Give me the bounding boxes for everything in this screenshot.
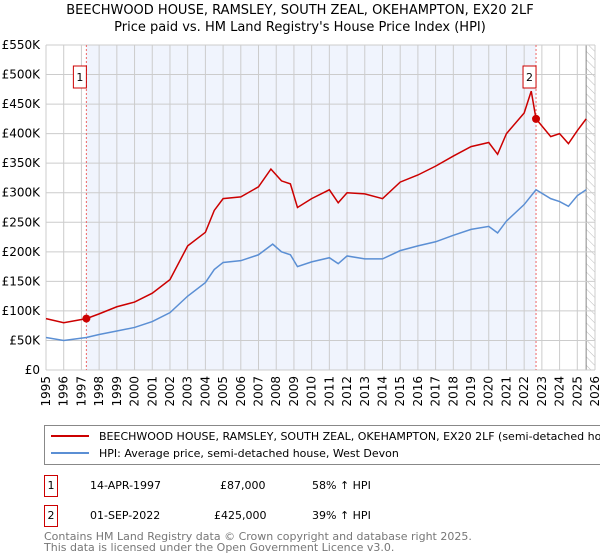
x-tick-label: 2002: [163, 376, 177, 407]
legend-item-property: BEECHWOOD HOUSE, RAMSLEY, SOUTH ZEAL, OK…: [51, 428, 600, 444]
price-chart: £0 £50K £100K £150K £200K £250K £300K £350K £400…: [2, 38, 600, 407]
x-tick-label: 2008: [269, 376, 283, 407]
x-tick-label: 1998: [92, 376, 106, 407]
x-tick-label: 2023: [535, 376, 549, 407]
x-tick-label: 2011: [322, 376, 336, 407]
legend-item-hpi: HPI: Average price, semi-detached house,…: [51, 445, 399, 461]
x-tick-label: 2024: [553, 376, 567, 407]
x-tick-label: 2025: [570, 376, 584, 407]
hpi-line: [45, 188, 587, 342]
sale-date: 14-APR-1997: [90, 479, 162, 492]
sale-row: 1 14-APR-1997 £87,000 58% ↑ HPI: [44, 475, 600, 497]
sale-annotation-label: 2: [526, 71, 533, 84]
x-tick-label: 2000: [128, 376, 142, 407]
x-tick-label: 2003: [181, 376, 195, 407]
x-tick-label: 2020: [482, 376, 496, 407]
sale-badge: 2: [44, 505, 58, 527]
sale-date: 01-SEP-2022: [90, 509, 161, 522]
x-tick-label: 2017: [429, 376, 443, 407]
sale-price: £87,000: [220, 479, 266, 492]
legend: BEECHWOOD HOUSE, RAMSLEY, SOUTH ZEAL, OK…: [44, 425, 600, 465]
x-tick-label: 2021: [499, 376, 513, 407]
y-tick-label: £150K: [2, 274, 42, 288]
x-tick-label: 2007: [252, 376, 266, 407]
x-tick-label: 1995: [39, 376, 53, 407]
x-tick-label: 2014: [375, 376, 389, 407]
x-tick-label: 1999: [110, 376, 124, 407]
sale-price: £425,000: [214, 509, 267, 522]
y-tick-label: £300K: [2, 186, 42, 200]
x-tick-label: 2016: [411, 376, 425, 407]
x-tick-label: 2005: [216, 376, 230, 407]
sale-annotation-box: [522, 65, 537, 89]
x-tick-label: 2019: [464, 376, 478, 407]
x-tick-label: 2026: [588, 376, 600, 407]
y-tick-label: £550K: [2, 38, 42, 52]
sale-annotation-box: [72, 65, 87, 89]
y-tick-label: £450K: [2, 97, 42, 111]
sale-hpi: 39% ↑ HPI: [312, 509, 371, 522]
legend-swatch: [51, 435, 89, 437]
x-tick-label: 2012: [340, 376, 354, 407]
y-tick-label: £50K: [9, 333, 41, 347]
x-tick-label: 1997: [74, 376, 88, 407]
sale-row: 2 01-SEP-2022 £425,000 39% ↑ HPI: [44, 505, 600, 527]
y-tick-label: £500K: [2, 68, 42, 82]
x-tick-label: 2015: [393, 376, 407, 407]
footer-copyright: Contains HM Land Registry data © Crown c…: [44, 530, 472, 543]
x-tick-label: 2006: [234, 376, 248, 407]
chart-subtitle: Price paid vs. HM Land Registry's House …: [114, 20, 486, 35]
y-tick-label: £100K: [2, 304, 42, 318]
y-tick-label: £250K: [2, 215, 42, 229]
x-tick-label: 2004: [198, 376, 212, 407]
x-tick-label: 2013: [358, 376, 372, 407]
legend-label: HPI: Average price, semi-detached house,…: [99, 446, 399, 460]
x-tick-label: 2009: [287, 376, 301, 407]
x-tick-label: 1996: [57, 376, 71, 407]
hatched-future-region: [586, 45, 595, 370]
footer-licence: This data is licensed under the Open Gov…: [44, 541, 395, 554]
x-tick-label: 2022: [517, 376, 531, 407]
x-tick-label: 2018: [446, 376, 460, 407]
sale-point: [532, 114, 541, 123]
sale-annotation-label: 1: [76, 71, 83, 84]
y-tick-label: £200K: [2, 245, 42, 259]
property-price-line: [45, 90, 587, 324]
y-tick-label: £350K: [2, 156, 42, 170]
legend-swatch: [51, 452, 89, 454]
sale-badge: 1: [44, 475, 58, 497]
y-tick-label: £400K: [2, 127, 42, 141]
footer: Contains HM Land Registry data © Crown c…: [44, 531, 472, 553]
legend-label: BEECHWOOD HOUSE, RAMSLEY, SOUTH ZEAL, OK…: [99, 429, 600, 443]
y-tick-label: £0: [25, 363, 40, 377]
chart-title: BEECHWOOD HOUSE, RAMSLEY, SOUTH ZEAL, OK…: [66, 3, 534, 18]
sale-point: [82, 314, 91, 323]
sale-hpi: 58% ↑ HPI: [312, 479, 371, 492]
x-tick-label: 2001: [145, 376, 159, 407]
x-tick-label: 2010: [305, 376, 319, 407]
